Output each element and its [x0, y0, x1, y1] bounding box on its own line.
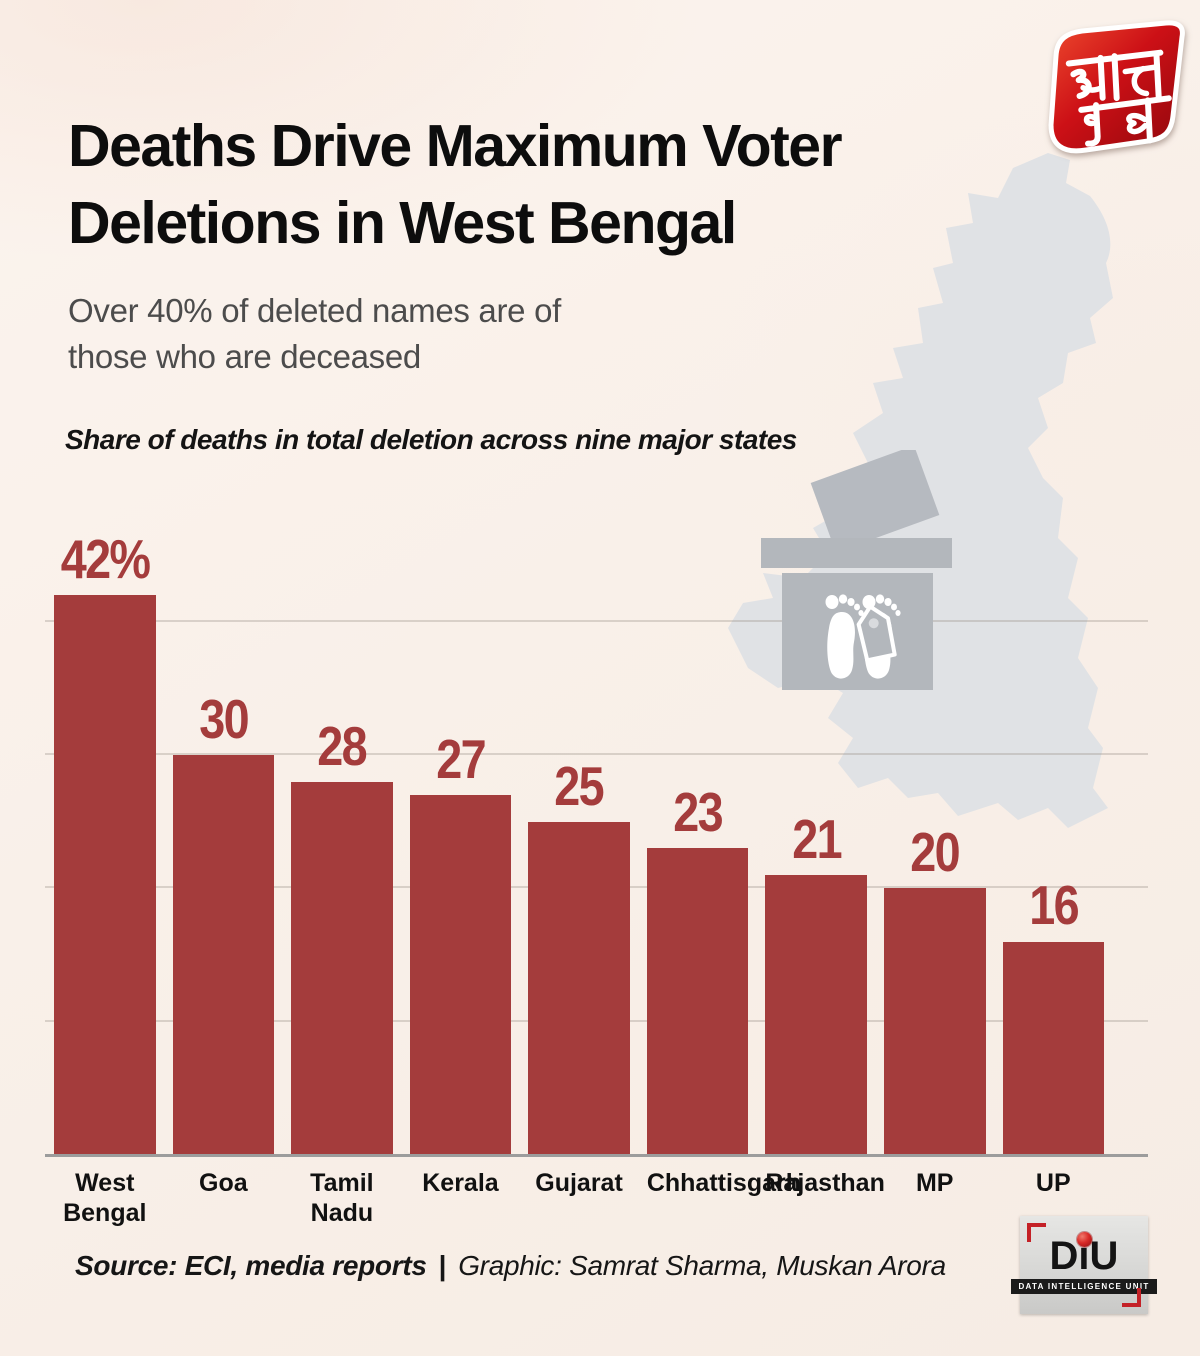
category-label: MP — [915, 1169, 954, 1197]
category-label: Rajasthan — [765, 1169, 885, 1197]
ballot-box-body — [782, 573, 933, 690]
title-line-1: Deaths Drive Maximum Voter — [68, 113, 843, 179]
category-label: Chhattisgarh — [646, 1169, 801, 1197]
title-line-2: Deletions in West Bengal — [68, 189, 737, 256]
subtitle-line-1: Over 40% of deleted names are of — [68, 292, 562, 329]
category-label: West Bengal — [63, 1169, 147, 1227]
page-title: Deaths Drive Maximum Voter Deletions in … — [68, 108, 843, 261]
bar-column-west-bengal: 42% — [54, 527, 156, 1155]
bar — [883, 888, 986, 1155]
x-axis-labels: West Bengal Goa Tamil Nadu Kerala Gujarat Chh… — [45, 1169, 1148, 1228]
aajtak-devanagari-strokes — [1065, 49, 1172, 147]
bar — [646, 848, 749, 1155]
ballot-box-graphic — [761, 450, 952, 690]
category-label: Tamil Nadu — [310, 1169, 374, 1227]
dead-body-feet-icon — [825, 594, 901, 679]
bar — [54, 595, 156, 1155]
bar-column-kerala: 27 — [409, 727, 512, 1155]
bar-value-label: 25 — [554, 754, 605, 817]
source-credit-line: Source: ECI, media reports | Graphic: Samr… — [75, 1250, 946, 1282]
category-label: Goa — [199, 1169, 248, 1197]
bar — [291, 781, 393, 1155]
gridline-30 — [45, 753, 1148, 756]
bar — [1002, 941, 1105, 1155]
diu-logo: DiU DATA INTELLIGENCE UNIT — [1011, 1216, 1157, 1314]
credit-text: Graphic: Samrat Sharma, Muskan Arora — [458, 1250, 946, 1281]
bar — [409, 795, 512, 1155]
bar-chart: 42% 30 28 27 25 23 21 20 16 West Bengal Goa Tamil … — [45, 531, 1148, 1228]
bar-value-label: 30 — [199, 687, 249, 750]
bar-column-goa: 30 — [172, 687, 275, 1155]
ballot-box-lid — [761, 538, 952, 568]
bar-column-chhattisgarh: 23 — [646, 781, 749, 1155]
diu-red-globe-icon — [1076, 1232, 1092, 1247]
toe-tag-icon — [856, 604, 897, 663]
bar — [528, 821, 630, 1155]
bar-value-label: 20 — [910, 821, 960, 884]
bar-column-gujarat: 25 — [528, 754, 630, 1155]
ballot-paper-icon — [810, 450, 940, 553]
bar — [172, 755, 275, 1155]
chart-plot-area: 42% 30 28 27 25 23 21 20 16 — [45, 531, 1148, 1157]
gridline-40 — [45, 619, 1148, 622]
source-text: Source: ECI, media reports — [75, 1250, 427, 1281]
bar-value-label: 23 — [673, 781, 723, 844]
bar-value-label: 42% — [60, 527, 151, 590]
category-label: UP — [1035, 1169, 1071, 1197]
bar-column-rajasthan: 21 — [765, 807, 867, 1155]
aajtak-logo — [1048, 20, 1185, 154]
bar-value-label: 21 — [791, 807, 842, 870]
bar-column-mp: 20 — [883, 821, 986, 1155]
chart-title: Share of deaths in total deletion across… — [65, 424, 797, 455]
diu-tagline: DATA INTELLIGENCE UNIT — [1011, 1279, 1157, 1294]
diu-wordmark: DiU — [1049, 1232, 1119, 1278]
x-axis-baseline — [45, 1154, 1148, 1157]
bar-column-up: 16 — [1002, 874, 1105, 1155]
subtitle: Over 40% of deleted names are of those w… — [68, 288, 561, 380]
bar-value-label: 16 — [1028, 874, 1079, 937]
bar-value-label: 27 — [436, 727, 486, 790]
bar-column-tamil-nadu: 28 — [291, 714, 393, 1155]
bar-value-label: 28 — [317, 714, 368, 777]
bar — [765, 875, 867, 1155]
category-label: Gujarat — [535, 1169, 623, 1197]
category-label: Kerala — [422, 1169, 499, 1197]
source-separator: | — [438, 1250, 447, 1281]
subtitle-line-2: those who are deceased — [68, 338, 421, 376]
bars-row: 42% 30 28 27 25 23 21 20 16 — [45, 531, 1148, 1155]
